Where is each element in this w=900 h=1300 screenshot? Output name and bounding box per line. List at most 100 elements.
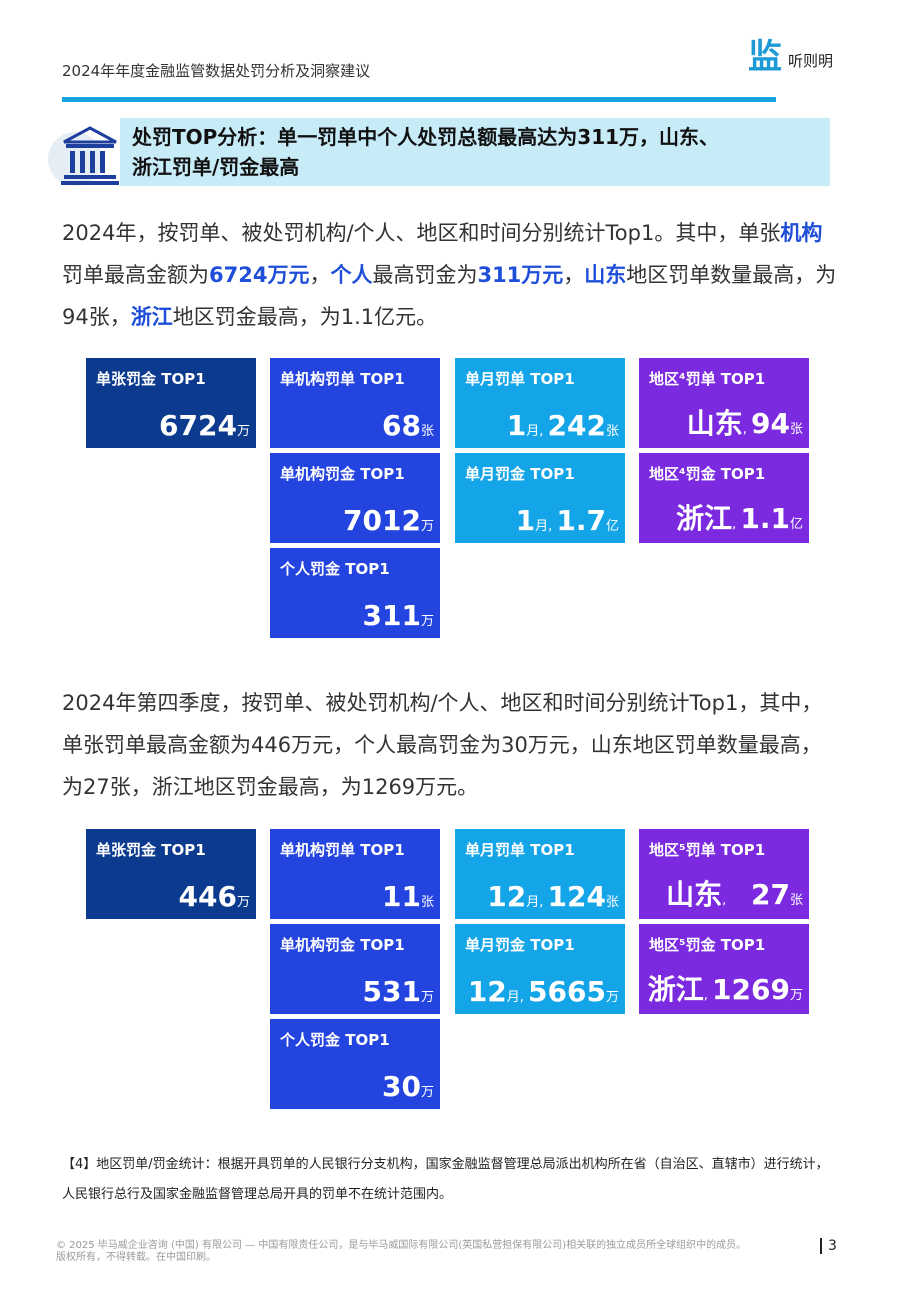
para1-text-1: 2024年，按罚单、被处罚机构/个人、地区和时间分别统计Top1。其中，单张 [62, 221, 781, 245]
card-value-number: 1 [506, 409, 527, 442]
card-value: 7012万 [343, 504, 434, 537]
card-value-number: 1.7 [556, 504, 606, 537]
card-value-number: 242 [547, 409, 606, 442]
card-value-unit: , [722, 893, 752, 908]
card-value: 浙江, 1.1亿 [676, 497, 803, 537]
card-label: 地区⁴罚金 TOP1 [649, 465, 766, 483]
copyright-line-1: © 2025 毕马威企业咨询 (中国) 有限公司 — 中国有限责任公司，是与毕马… [56, 1240, 747, 1251]
grid1-card-2: 单月罚单 TOP1 1月, 242张 [455, 358, 625, 448]
card-value: 68张 [382, 409, 434, 442]
grid1-card-0: 单张罚金 TOP1 6724万 [86, 358, 256, 448]
grid2-card-0: 单张罚金 TOP1 446万 [86, 829, 256, 919]
para1-highlight-individual: 个人 [330, 263, 373, 287]
card-value-number: 30 [382, 1070, 421, 1103]
card-label: 单月罚单 TOP1 [465, 370, 575, 388]
card-value: 山东, 94张 [687, 402, 803, 442]
card-value-number: 6724 [159, 409, 237, 442]
logo-mark: 监 [748, 37, 782, 77]
logo: 监 听则明 [748, 40, 833, 74]
card-label: 个人罚金 TOP1 [280, 560, 390, 578]
card-value-unit: 万 [420, 614, 434, 629]
card-value: 446万 [179, 880, 250, 913]
card-value-unit: 万 [236, 895, 250, 910]
card-value-number: 27 [751, 878, 790, 911]
logo-text: 听则明 [788, 52, 834, 70]
card-value-number: 1269 [712, 973, 790, 1006]
annual-summary-paragraph: 2024年，按罚单、被处罚机构/个人、地区和时间分别统计Top1。其中，单张机构… [62, 212, 838, 338]
card-label: 个人罚金 TOP1 [280, 1031, 390, 1049]
card-value: 1月, 242张 [507, 409, 619, 442]
card-value-number: 12 [467, 975, 507, 1008]
card-value-unit: 张 [605, 895, 619, 910]
card-value-unit: 万 [420, 519, 434, 534]
copyright-footer: © 2025 毕马威企业咨询 (中国) 有限公司 — 中国有限责任公司，是与毕马… [56, 1240, 796, 1264]
card-value: 山东, 27张 [666, 873, 803, 913]
para1-text-2: 罚单最高金额为 [62, 263, 209, 287]
card-label: 地区⁴罚单 TOP1 [649, 370, 766, 388]
section-title-line-2: 浙江罚单/罚金最高 [132, 155, 300, 179]
card-value-number: 94 [751, 407, 790, 440]
grid1-card-7: 个人罚金 TOP1 311万 [270, 548, 440, 638]
card-value-unit: 万 [420, 1085, 434, 1100]
header-accent-bar [62, 97, 776, 102]
para1-text-3: ， [309, 263, 331, 287]
para1-highlight-amount: 6724万元 [209, 263, 310, 287]
card-value: 6724万 [159, 409, 250, 442]
card-label: 单机构罚金 TOP1 [280, 936, 405, 954]
para1-text-7: 地区罚金最高，为1.1亿元。 [172, 305, 438, 329]
grid1-card-3: 地区⁴罚单 TOP1 山东, 94张 [639, 358, 809, 448]
grid2-card-4: 单机构罚金 TOP1 531万 [270, 924, 440, 1014]
card-value: 12月, 5665万 [468, 975, 619, 1008]
card-value: 311万 [363, 599, 434, 632]
card-label: 单张罚金 TOP1 [96, 841, 206, 859]
grid2-card-1: 单机构罚单 TOP1 11张 [270, 829, 440, 919]
card-value-unit: 亿 [605, 519, 619, 534]
card-value-unit: 张 [420, 424, 434, 439]
grid2-card-2: 单月罚单 TOP1 12月, 124张 [455, 829, 625, 919]
card-value-number: 446 [178, 880, 237, 913]
card-value-unit: 张 [420, 895, 434, 910]
grid2-card-6: 地区⁵罚金 TOP1 浙江, 1269万 [639, 924, 809, 1014]
card-value-unit: 万 [789, 988, 803, 1003]
card-value-unit: 月, [526, 424, 548, 439]
card-value: 531万 [363, 975, 434, 1008]
document-title: 2024年年度金融监管数据处罚分析及洞察建议 [62, 62, 371, 80]
card-value-number: 311 [362, 599, 421, 632]
card-value-number: 浙江 [647, 973, 704, 1006]
grid2-card-3: 地区⁵罚单 TOP1 山东, 27张 [639, 829, 809, 919]
card-value-number: 531 [362, 975, 421, 1008]
card-value-unit: 万 [605, 990, 619, 1005]
card-value: 30万 [382, 1070, 434, 1103]
para1-highlight-individual-amount: 311万元 [477, 263, 564, 287]
card-value-unit: 张 [789, 893, 803, 908]
card-value-unit: 月, [535, 519, 557, 534]
card-label: 单月罚单 TOP1 [465, 841, 575, 859]
para1-highlight-institution: 机构 [780, 221, 823, 245]
grid1-card-1: 单机构罚单 TOP1 68张 [270, 358, 440, 448]
card-value-unit: 张 [789, 422, 803, 437]
para1-highlight-zhejiang: 浙江 [130, 305, 173, 329]
section-title-box [120, 118, 830, 186]
card-label: 单机构罚单 TOP1 [280, 841, 405, 859]
section-title: 处罚TOP分析：单一罚单中个人处罚总额最高达为311万，山东、 浙江罚单/罚金最… [132, 122, 822, 182]
card-value-number: 1 [515, 504, 536, 537]
card-label: 地区⁵罚单 TOP1 [649, 841, 766, 859]
card-label: 单机构罚金 TOP1 [280, 465, 405, 483]
bank-building-icon [61, 126, 119, 185]
para1-text-5: ， [563, 263, 585, 287]
card-value: 浙江, 1269万 [648, 968, 803, 1008]
q4-summary-paragraph: 2024年第四季度，按罚单、被处罚机构/个人、地区和时间分别统计Top1，其中，… [62, 691, 823, 799]
card-value-unit: 月, [526, 895, 548, 910]
card-value: 11张 [382, 880, 434, 913]
card-value-unit: , [703, 988, 713, 1003]
card-value-number: 山东 [686, 407, 743, 440]
section-title-line-1: 处罚TOP分析：单一罚单中个人处罚总额最高达为311万，山东、 [132, 125, 720, 149]
card-value-number: 山东 [666, 878, 723, 911]
card-value-number: 124 [547, 880, 606, 913]
grid1-card-5: 单月罚金 TOP1 1月, 1.7亿 [455, 453, 625, 543]
card-value-unit: 张 [605, 424, 619, 439]
card-value-number: 5665 [528, 975, 606, 1008]
card-value-number: 68 [382, 409, 421, 442]
page-number: 3 [820, 1238, 837, 1254]
copyright-line-2: 版权所有，不得转载。在中国印刷。 [56, 1252, 216, 1263]
